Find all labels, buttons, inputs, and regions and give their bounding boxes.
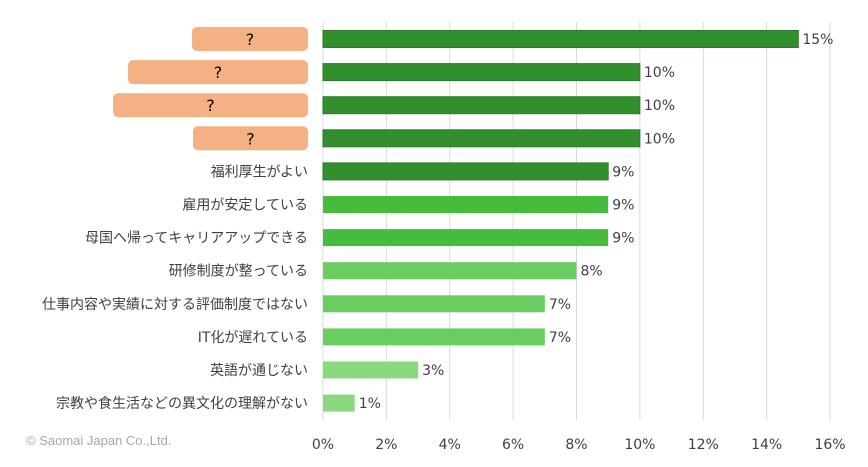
bar <box>322 96 641 115</box>
x-tick-label: 2% <box>375 437 397 453</box>
category-label: 宗教や食生活などの異文化の理解がない <box>56 395 308 412</box>
category-label: 雇用が安定している <box>182 197 308 214</box>
x-tick-label: 12% <box>688 437 719 453</box>
data-label: 7% <box>549 297 571 313</box>
category-label: 福利厚生がよい <box>211 164 308 180</box>
category-label: 母国へ帰ってキャリアアップできる <box>85 230 308 247</box>
data-label: 9% <box>612 164 634 180</box>
data-label: 15% <box>802 32 833 48</box>
data-label: 9% <box>612 231 634 247</box>
bar <box>323 361 419 379</box>
x-tick-label: 6% <box>502 437 524 453</box>
category-label: ? <box>214 63 223 82</box>
x-tick-label: 14% <box>751 437 782 453</box>
data-label: 8% <box>581 264 603 280</box>
data-label: 1% <box>359 396 381 412</box>
x-tick-label: 8% <box>565 437 587 453</box>
category-label: 仕事内容や実績に対する評価制度ではない <box>42 296 308 313</box>
hidden-label-box <box>128 60 308 85</box>
data-label: 10% <box>644 65 675 81</box>
category-label: 研修制度が整っている <box>169 264 308 280</box>
data-label: 10% <box>644 131 675 147</box>
category-label: ? <box>246 30 255 49</box>
data-label: 10% <box>644 98 675 114</box>
bar <box>322 129 641 148</box>
hidden-label-box <box>192 27 308 51</box>
category-label: ? <box>206 96 215 115</box>
bar <box>323 295 545 313</box>
bar <box>323 229 609 247</box>
bar <box>323 262 577 280</box>
category-label: ? <box>246 129 255 148</box>
bar <box>322 162 609 181</box>
bar <box>322 30 799 48</box>
x-tick-label: 10% <box>624 437 655 453</box>
bar <box>323 196 609 213</box>
data-label: 9% <box>612 198 634 214</box>
data-label: 7% <box>549 330 571 346</box>
bar <box>323 328 545 346</box>
category-label: IT化が遅れている <box>198 330 308 346</box>
category-label: 英語が通じない <box>210 362 308 379</box>
bar <box>323 394 355 412</box>
x-tick-label: 0% <box>312 437 334 453</box>
x-tick-label: 4% <box>439 437 461 453</box>
copyright-text: © Saomai Japan Co.,Ltd. <box>26 433 172 448</box>
bar <box>322 63 641 82</box>
hidden-label-box <box>113 93 308 118</box>
x-tick-label: 16% <box>814 437 845 453</box>
hidden-label-box <box>193 126 308 151</box>
data-label: 3% <box>422 363 444 379</box>
